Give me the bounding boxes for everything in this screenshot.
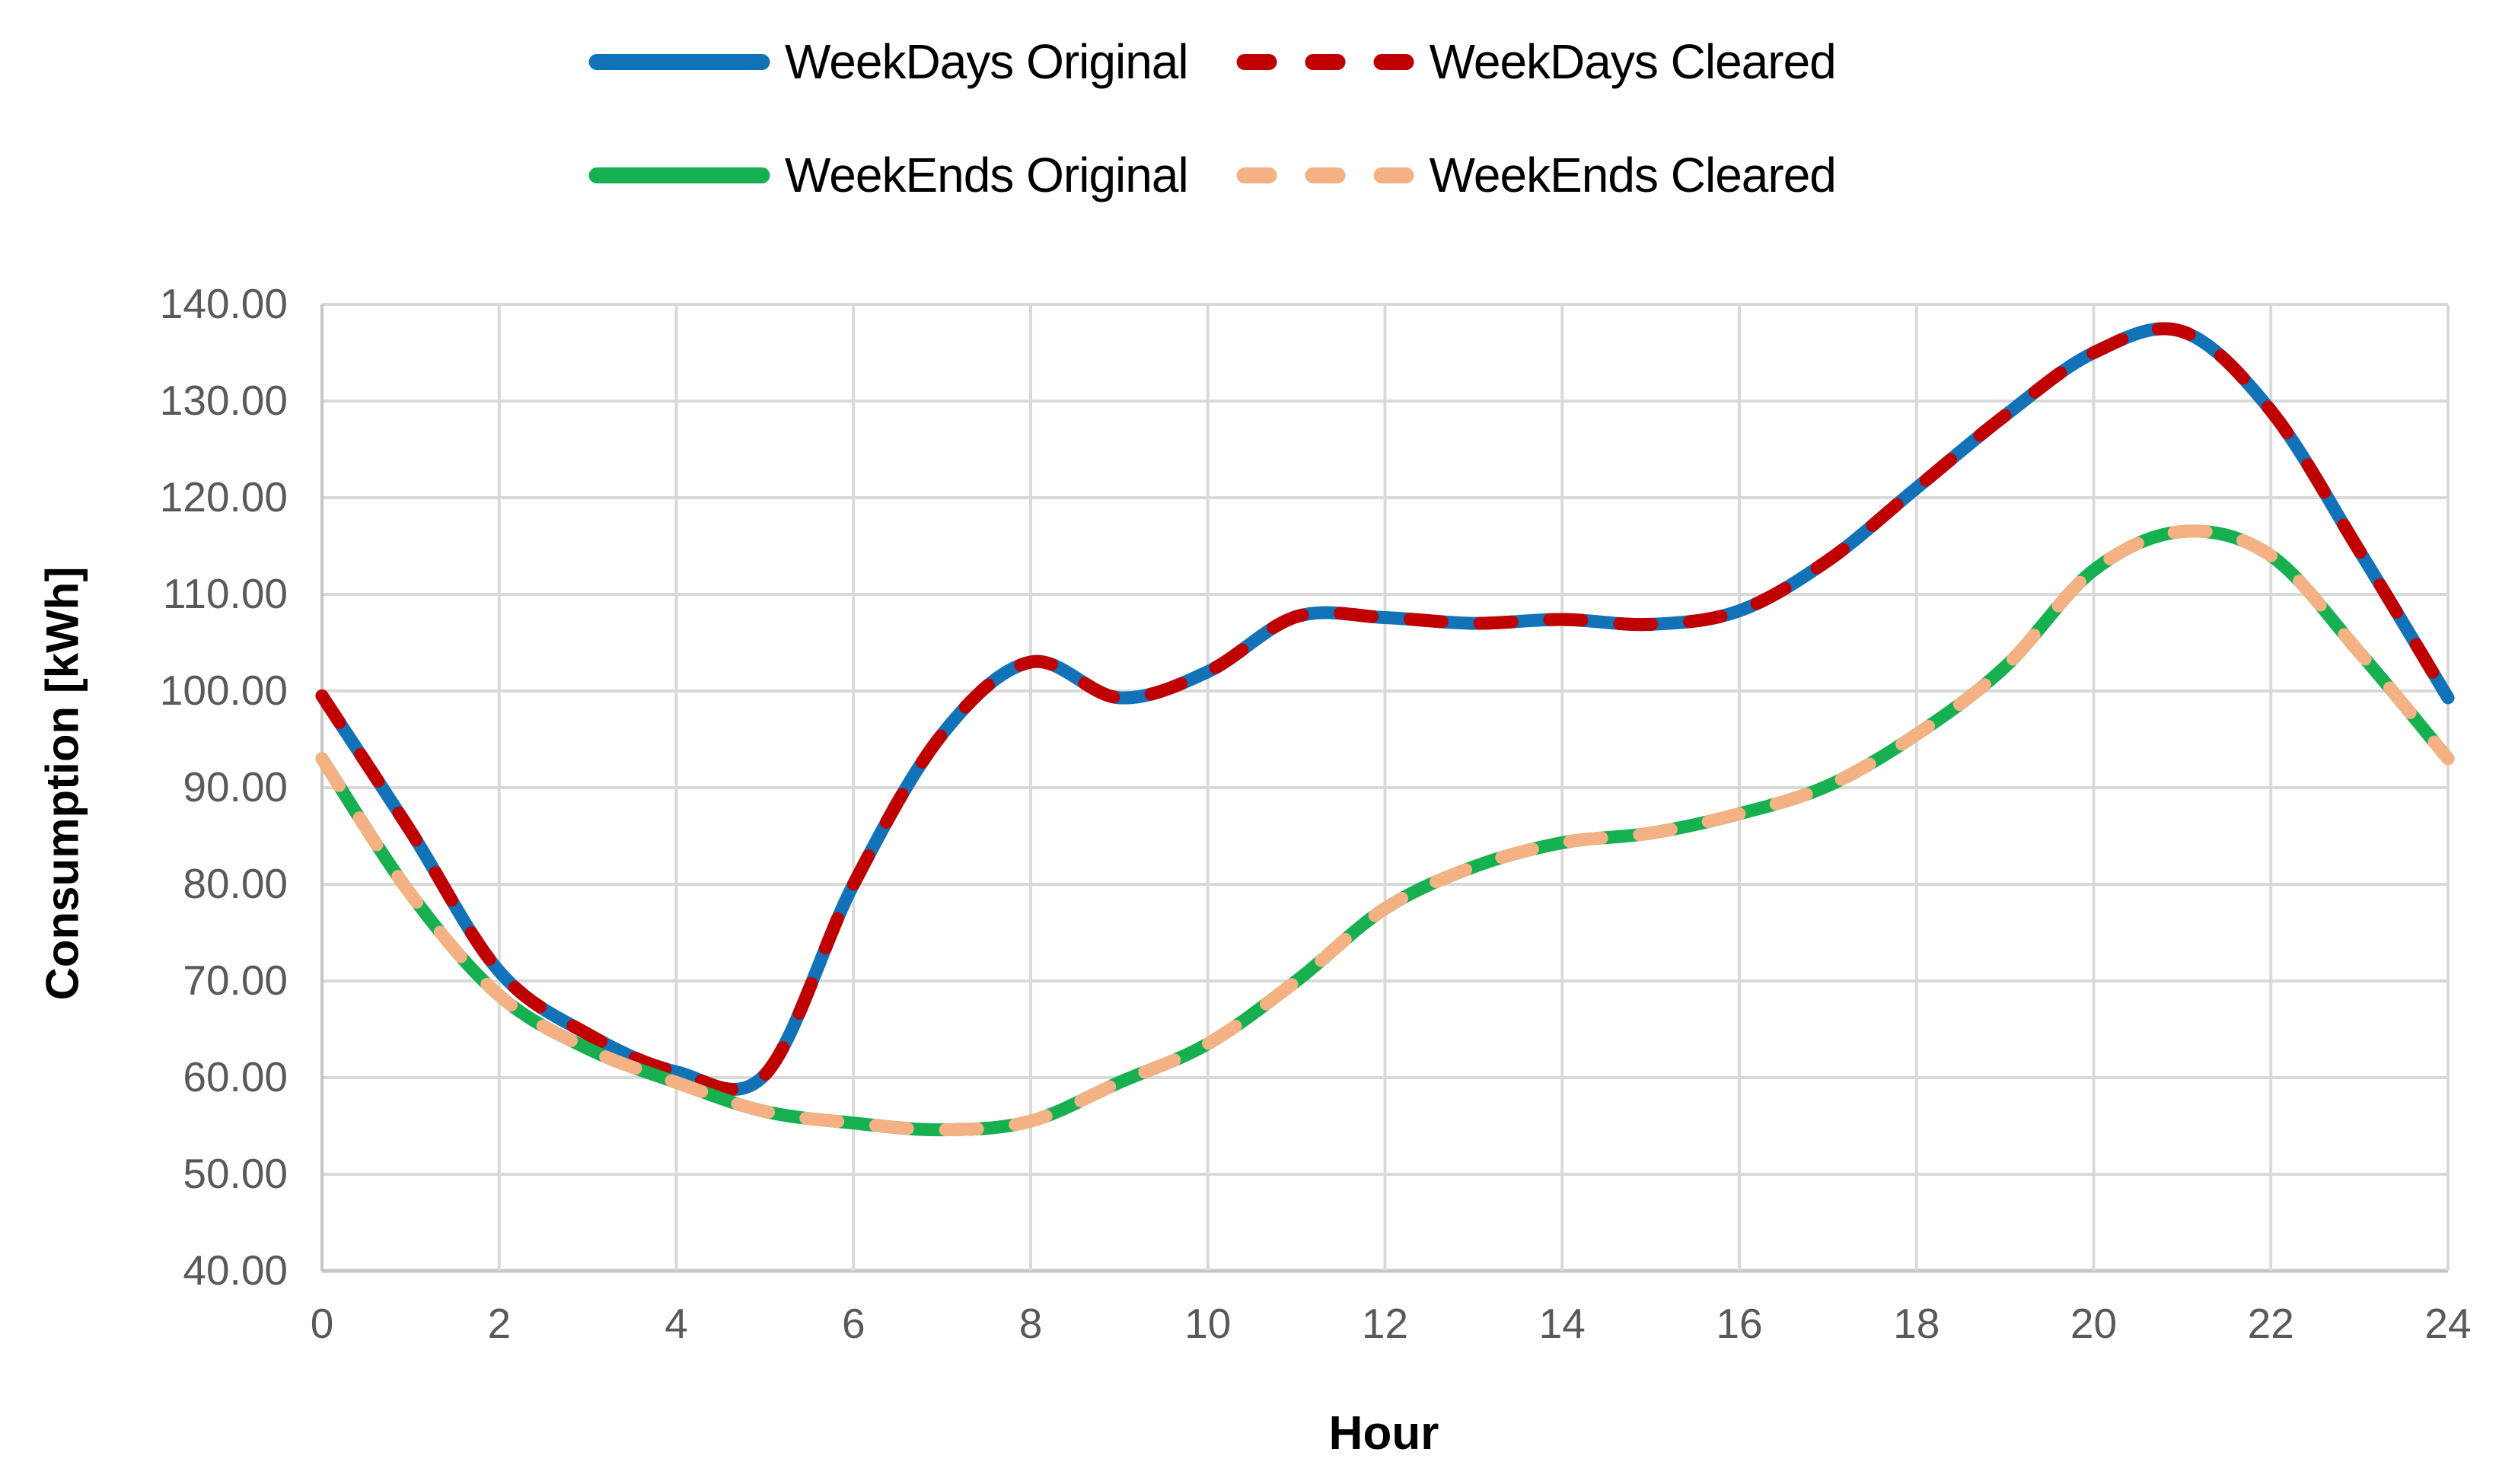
legend-item-weekdays-original: WeekDays Original [588, 34, 1237, 89]
y-tick-label: 70.00 [183, 957, 288, 1004]
series-line-weekends-cleared [315, 524, 2455, 1137]
y-axis-title: Consumption [kWh] [37, 566, 88, 1001]
legend: WeekDays Original WeekDays Cleared WeekEnd… [588, 34, 1885, 203]
legend-label: WeekDays Cleared [1429, 34, 1837, 89]
y-tick-label: 80.00 [183, 860, 288, 907]
y-tick-label: 100.00 [159, 667, 288, 714]
x-tick-label: 8 [1018, 1300, 1043, 1347]
x-axis-title: Hour [1328, 1407, 1439, 1460]
x-tick-label: 2 [487, 1300, 512, 1347]
legend-item-weekdays-cleared: WeekDays Cleared [1236, 34, 1885, 89]
legend-label: WeekEnds Cleared [1429, 148, 1837, 203]
x-tick-label: 24 [2424, 1300, 2472, 1347]
y-tick-label: 40.00 [183, 1247, 288, 1294]
x-tick-label: 16 [1716, 1300, 1763, 1347]
y-tick-label: 50.00 [183, 1150, 288, 1197]
x-tick-label: 0 [310, 1300, 334, 1347]
solid-line-swatch-icon [588, 167, 770, 184]
x-tick-label: 18 [1893, 1300, 1940, 1347]
y-tick-label: 90.00 [183, 763, 288, 810]
legend-item-weekends-cleared: WeekEnds Cleared [1236, 148, 1885, 203]
y-tick-label: 110.00 [162, 570, 288, 617]
legend-row: WeekDays Original WeekDays Cleared [588, 34, 1885, 89]
dashed-line-swatch-icon [1236, 54, 1414, 71]
x-tick-label: 14 [1538, 1300, 1586, 1347]
y-tick-label: 120.00 [159, 473, 288, 521]
x-tick-label: 22 [2247, 1300, 2294, 1347]
x-tick-label: 10 [1184, 1300, 1232, 1347]
x-tick-label: 6 [841, 1300, 865, 1347]
y-tick-label: 140.00 [159, 280, 288, 327]
dashed-line-swatch-icon [1236, 167, 1414, 184]
legend-label: WeekEnds Original [785, 148, 1189, 203]
legend-label: WeekDays Original [785, 34, 1189, 89]
y-tick-label: 130.00 [159, 377, 288, 424]
solid-line-swatch-icon [588, 54, 770, 71]
series-line-weekdays-cleared [315, 322, 2455, 1096]
x-tick-label: 4 [665, 1300, 688, 1347]
legend-item-weekends-original: WeekEnds Original [588, 148, 1237, 203]
x-tick-label: 20 [2070, 1300, 2118, 1347]
y-tick-label: 60.00 [183, 1053, 288, 1100]
legend-row: WeekEnds Original WeekEnds Cleared [588, 148, 1885, 203]
x-tick-label: 12 [1361, 1300, 1409, 1347]
